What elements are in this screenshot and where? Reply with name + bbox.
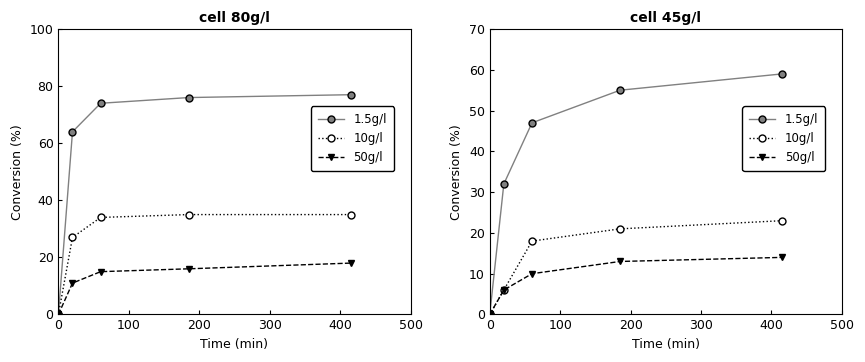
Y-axis label: Conversion (%): Conversion (%) xyxy=(451,124,464,220)
1.5g/l xyxy=(54,312,64,317)
Y-axis label: Conversion (%): Conversion (%) xyxy=(11,124,24,220)
Line: 10g/l: 10g/l xyxy=(486,217,785,318)
10g/l xyxy=(484,312,495,317)
10g/l xyxy=(54,312,64,317)
50g/l xyxy=(345,261,356,265)
1.5g/l xyxy=(615,88,625,92)
1.5g/l xyxy=(95,101,106,105)
1.5g/l xyxy=(527,121,537,125)
50g/l xyxy=(67,281,78,285)
X-axis label: Time (min): Time (min) xyxy=(201,338,268,351)
50g/l xyxy=(527,272,537,276)
1.5g/l xyxy=(498,182,509,186)
10g/l xyxy=(183,212,194,217)
10g/l xyxy=(67,235,78,240)
1.5g/l xyxy=(345,93,356,97)
Legend: 1.5g/l, 10g/l, 50g/l: 1.5g/l, 10g/l, 50g/l xyxy=(311,106,394,171)
1.5g/l xyxy=(777,72,787,76)
Line: 50g/l: 50g/l xyxy=(55,260,354,318)
Legend: 1.5g/l, 10g/l, 50g/l: 1.5g/l, 10g/l, 50g/l xyxy=(742,106,825,171)
1.5g/l xyxy=(183,95,194,100)
10g/l xyxy=(527,239,537,243)
10g/l xyxy=(777,219,787,223)
50g/l xyxy=(498,288,509,292)
50g/l xyxy=(615,259,625,264)
10g/l xyxy=(615,227,625,231)
Line: 50g/l: 50g/l xyxy=(486,254,785,318)
50g/l xyxy=(183,267,194,271)
10g/l xyxy=(345,212,356,217)
1.5g/l xyxy=(484,312,495,317)
Title: cell 45g/l: cell 45g/l xyxy=(631,11,702,25)
X-axis label: Time (min): Time (min) xyxy=(631,338,700,351)
50g/l xyxy=(95,269,106,274)
10g/l xyxy=(498,288,509,292)
Line: 1.5g/l: 1.5g/l xyxy=(486,71,785,318)
1.5g/l xyxy=(67,130,78,134)
10g/l xyxy=(95,215,106,220)
Title: cell 80g/l: cell 80g/l xyxy=(199,11,270,25)
50g/l xyxy=(54,312,64,317)
Line: 10g/l: 10g/l xyxy=(55,211,354,318)
Line: 1.5g/l: 1.5g/l xyxy=(55,91,354,318)
50g/l xyxy=(484,312,495,317)
50g/l xyxy=(777,255,787,260)
